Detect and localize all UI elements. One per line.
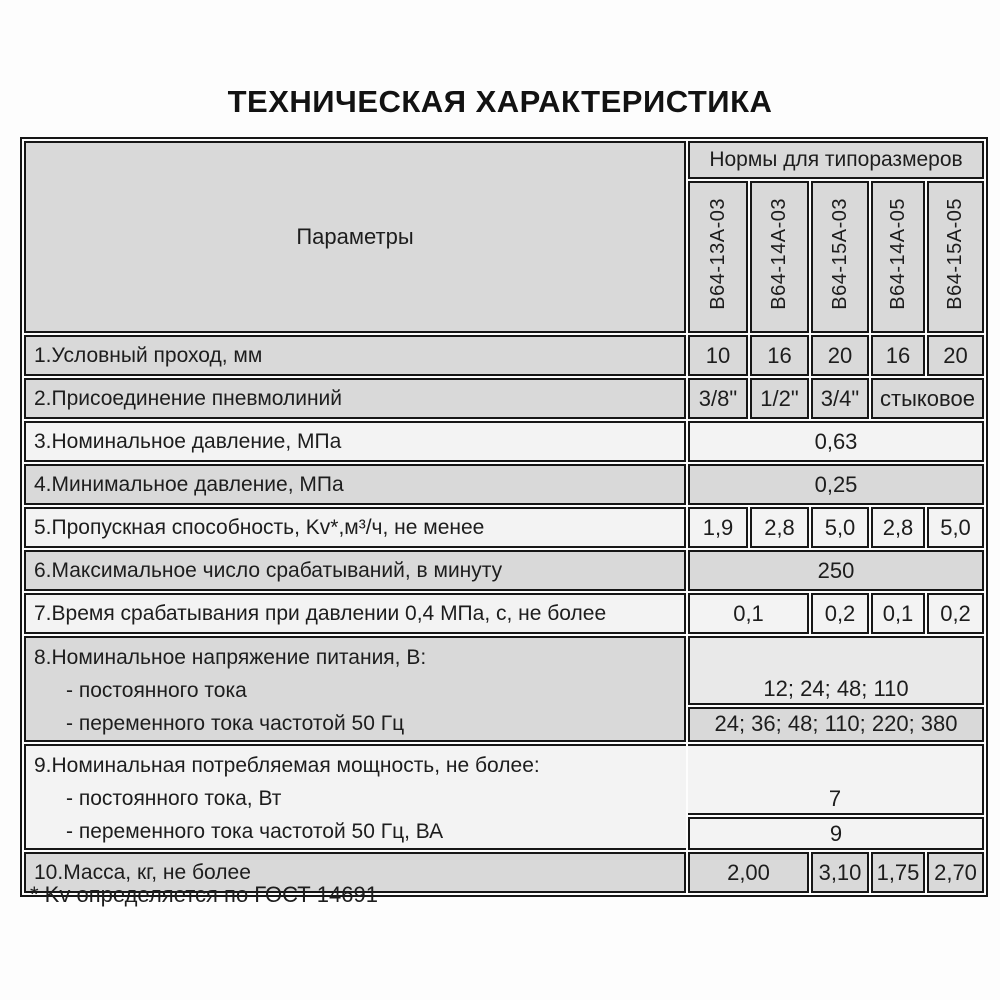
value-cell: 3/4": [811, 378, 869, 419]
value-cell: 3,10: [811, 852, 869, 893]
value-cell: 0,1: [688, 593, 809, 634]
row-label-group: 9.Номинальная потребляемая мощность, не …: [24, 744, 686, 850]
value-cell: стыковое: [871, 378, 985, 419]
row-label: 10.Масса, кг, не более: [24, 852, 686, 893]
typesize-column-header: В64-14А-03: [750, 181, 809, 333]
row-label: 7.Время срабатывания при давлении 0,4 МП…: [24, 593, 686, 634]
value-cell: 5,0: [927, 507, 985, 548]
typesize-column-header: В64-14А-05: [871, 181, 925, 333]
value-cell: 2,70: [927, 852, 985, 893]
value-cell: 2,8: [871, 507, 925, 548]
value-cell: 0,25: [688, 464, 985, 505]
typesize-label: В64-15А-05: [944, 198, 966, 310]
typesize-label: В64-14А-03: [768, 198, 790, 310]
value-cell: 2,00: [688, 852, 809, 893]
value-cell: 16: [871, 335, 925, 376]
params-header-cell: Параметры: [24, 141, 686, 333]
footnote: * Kv определяется по ГОСТ 14691: [30, 882, 378, 907]
value-cell: 10: [688, 335, 748, 376]
value-cell: 20: [927, 335, 985, 376]
row-sublabel: - постоянного тока: [66, 679, 247, 702]
row-sublabel: - постоянного тока, Вт: [66, 787, 282, 810]
value-cell: 5,0: [811, 507, 869, 548]
typesize-label: В64-15А-03: [828, 198, 851, 310]
row-label: 3.Номинальное давление, МПа: [24, 421, 686, 462]
row-sublabel: - переменного тока частотой 50 Гц, ВА: [66, 820, 444, 843]
page-title: ТЕХНИЧЕСКАЯ ХАРАКТЕРИСТИКА: [227, 84, 773, 119]
value-cell: 7: [688, 744, 985, 816]
typesize-label: В64-14А-05: [886, 198, 909, 310]
value-cell: 250: [688, 550, 985, 591]
row-label: 5.Пропускная способность, Kv*,м³/ч, не м…: [24, 507, 686, 548]
row-sublabel: - переменного тока частотой 50 Гц: [66, 712, 405, 735]
row-label: 9.Номинальная потребляемая мощность, не …: [34, 754, 540, 777]
row-label: 1.Условный проход, мм: [24, 335, 686, 376]
value-cell: 3/8": [688, 378, 748, 419]
value-cell: 0,63: [688, 421, 985, 462]
value-cell: 0,2: [927, 593, 985, 634]
value-cell: 16: [750, 335, 809, 376]
typesize-column-header: В64-15А-03: [811, 181, 869, 333]
value-cell: 24; 36; 48; 110; 220; 380: [688, 706, 985, 742]
spec-table: Параметры Нормы для типоразмеров В64-13А…: [20, 137, 989, 897]
row-label-group: 8.Номинальное напряжение питания, В: - п…: [24, 636, 686, 742]
row-label: 2.Присоединение пневмолиний: [24, 378, 686, 419]
value-cell: 1,75: [871, 852, 925, 893]
typesize-column-header: В64-13А-03: [688, 181, 748, 333]
value-cell: 0,2: [811, 593, 869, 634]
value-cell: 12; 24; 48; 110: [688, 636, 985, 705]
value-cell: 0,1: [871, 593, 925, 634]
value-cell: 9: [688, 817, 985, 850]
value-cell: 1,9: [688, 507, 748, 548]
row-label: 4.Минимальное давление, МПа: [24, 464, 686, 505]
typesize-label: В64-13А-03: [706, 198, 729, 310]
value-cell: 20: [811, 335, 869, 376]
row-label: 6.Максимальное число срабатываний, в мин…: [24, 550, 686, 591]
norms-header-cell: Нормы для типоразмеров: [688, 141, 985, 179]
value-cell: 2,8: [750, 507, 809, 548]
row-label: 8.Номинальное напряжение питания, В:: [34, 646, 427, 669]
value-cell: 1/2": [750, 378, 809, 419]
typesize-column-header: В64-15А-05: [927, 181, 985, 333]
